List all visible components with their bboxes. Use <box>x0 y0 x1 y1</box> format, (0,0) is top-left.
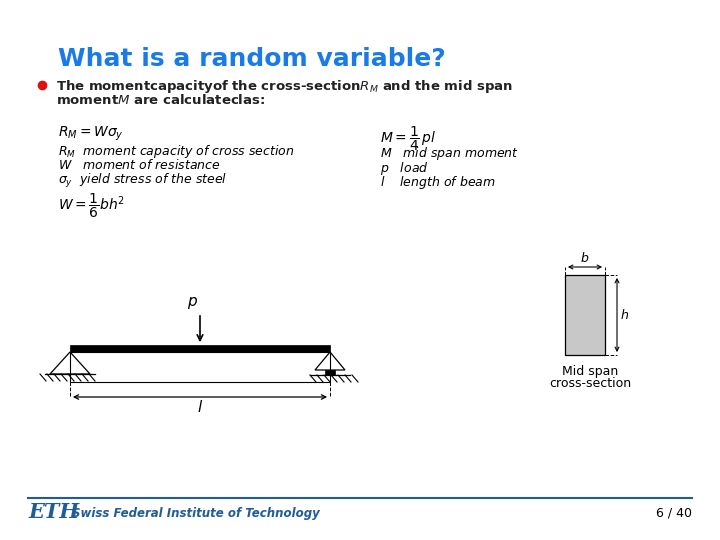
Bar <box>70 352 330 382</box>
Text: $l$: $l$ <box>197 399 203 415</box>
Bar <box>325 370 335 375</box>
Text: The momentcapacityof the cross-section$R_M$ and the mid span: The momentcapacityof the cross-section$R… <box>56 78 513 95</box>
Text: $M = \dfrac{1}{4}\,pl$: $M = \dfrac{1}{4}\,pl$ <box>380 125 436 153</box>
Text: cross-section: cross-section <box>549 377 631 390</box>
Text: Swiss Federal Institute of Technology: Swiss Federal Institute of Technology <box>72 507 320 519</box>
Bar <box>565 275 605 355</box>
Text: $M$   mid span moment: $M$ mid span moment <box>380 145 519 162</box>
Text: $b$: $b$ <box>580 251 590 265</box>
Text: $W$   moment of resistance: $W$ moment of resistance <box>58 158 220 172</box>
Text: $R_M = W\sigma_y$: $R_M = W\sigma_y$ <box>58 125 124 143</box>
Text: 6 / 40: 6 / 40 <box>656 507 692 519</box>
Text: Mid span: Mid span <box>562 365 618 378</box>
Text: ETH: ETH <box>28 502 79 522</box>
Text: What is a random variable?: What is a random variable? <box>58 47 446 71</box>
Bar <box>70 345 330 352</box>
Text: $h$: $h$ <box>620 308 629 322</box>
Text: moment$M$ are calculateclas:: moment$M$ are calculateclas: <box>56 93 265 107</box>
Text: $p$   load: $p$ load <box>380 160 428 177</box>
Text: $R_M$  moment capacity of cross section: $R_M$ moment capacity of cross section <box>58 143 294 160</box>
Text: $l$    length of beam: $l$ length of beam <box>380 174 496 191</box>
Text: $p$: $p$ <box>187 295 198 311</box>
Text: $\sigma_y$  yield stress of the steel: $\sigma_y$ yield stress of the steel <box>58 172 228 190</box>
Text: $W = \dfrac{1}{6}bh^2$: $W = \dfrac{1}{6}bh^2$ <box>58 192 125 220</box>
